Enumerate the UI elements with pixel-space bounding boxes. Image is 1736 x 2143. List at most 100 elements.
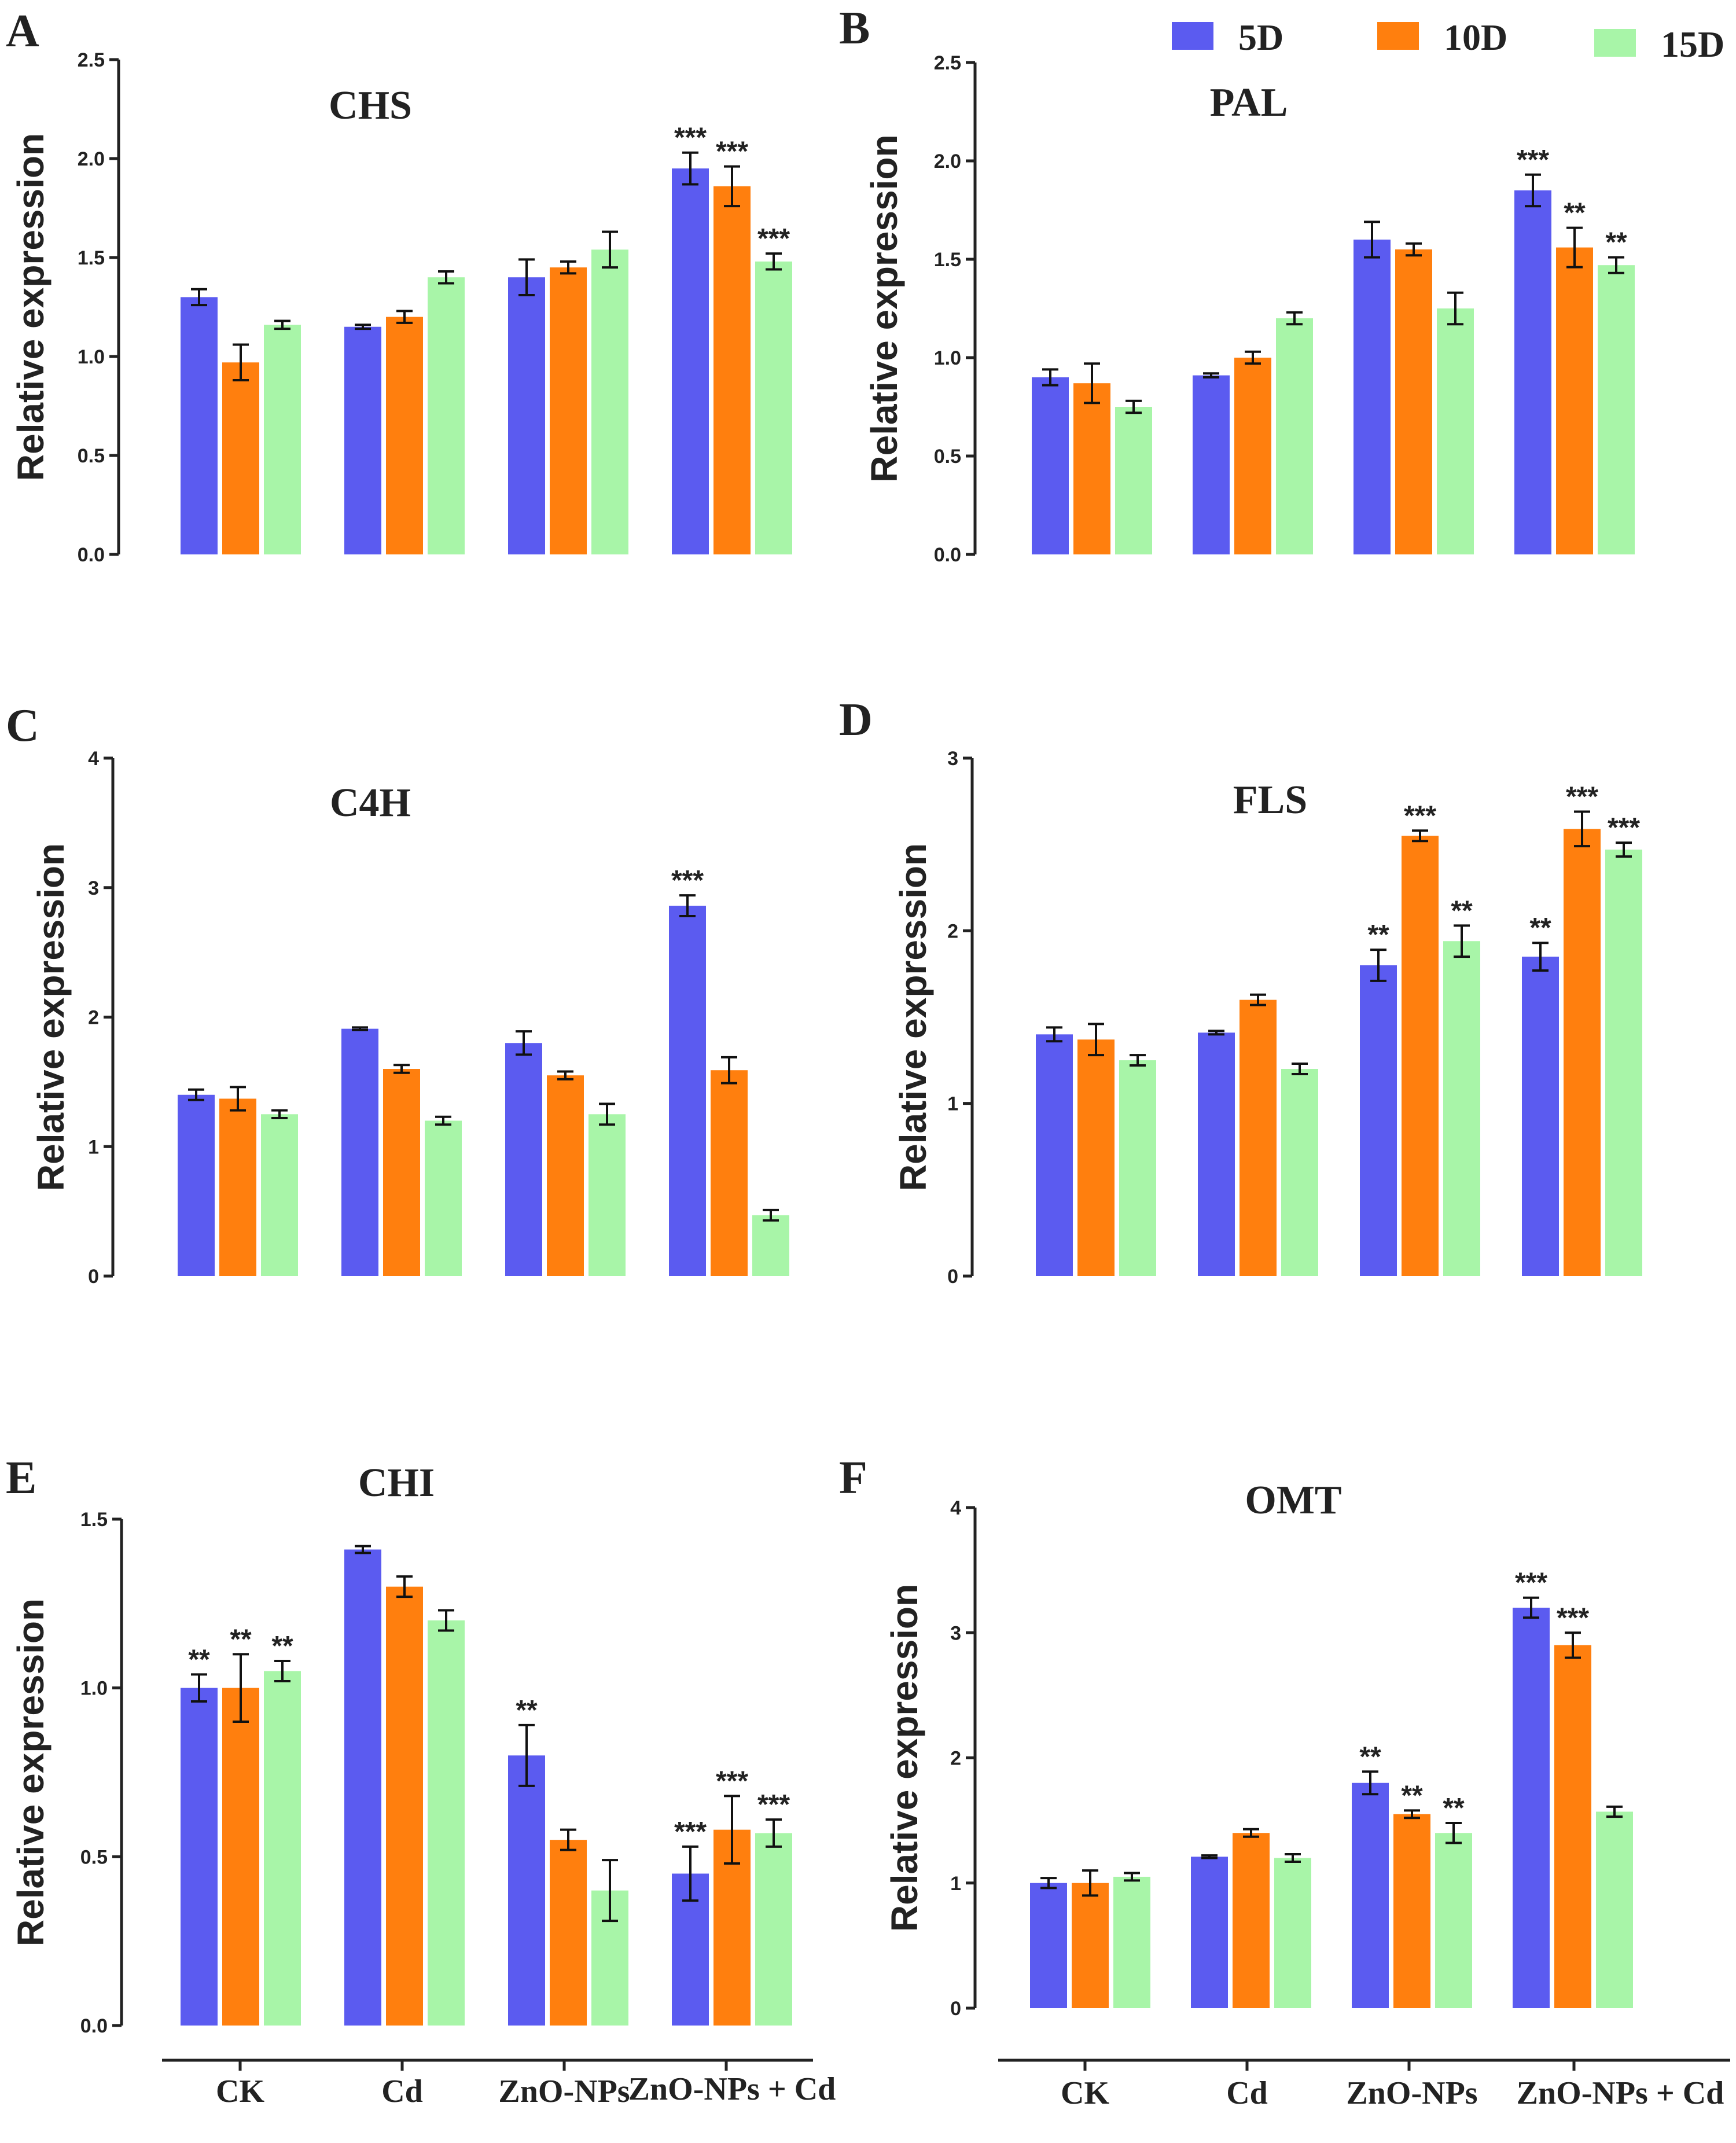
significance-b-3-2: ** bbox=[1605, 227, 1627, 258]
y-tick-label-f-0: 0 bbox=[950, 1998, 961, 2020]
bar-e-1-1 bbox=[386, 1586, 423, 2026]
error-bar-a-2-0 bbox=[518, 258, 535, 296]
error-bar-d-0-0 bbox=[1046, 1026, 1062, 1043]
bar-d-2-0 bbox=[1360, 965, 1397, 1276]
significance-c-3-0: *** bbox=[671, 865, 704, 896]
error-bar-b-2-2 bbox=[1447, 291, 1463, 326]
legend-swatch-15d bbox=[1594, 29, 1636, 57]
significance-f-2-1: ** bbox=[1401, 1780, 1423, 1811]
bar-a-1-2 bbox=[428, 277, 465, 554]
panel-letter-c: C bbox=[6, 700, 39, 751]
error-bar-b-0-2 bbox=[1126, 399, 1142, 414]
bar-b-0-1 bbox=[1073, 383, 1110, 554]
error-bar-b-0-0 bbox=[1042, 368, 1058, 387]
y-axis-label-e: Relative expression bbox=[10, 1598, 52, 1946]
bar-b-0-0 bbox=[1032, 377, 1069, 554]
error-bar-f-2-1 bbox=[1404, 1809, 1420, 1819]
bar-e-1-0 bbox=[344, 1549, 381, 2026]
bar-d-1-0 bbox=[1198, 1032, 1235, 1276]
error-bar-e-0-0 bbox=[191, 1673, 207, 1703]
y-axis-label-c: Relative expression bbox=[30, 843, 72, 1191]
significance-f-2-2: ** bbox=[1443, 1793, 1465, 1824]
y-tick-label-c-2: 2 bbox=[88, 1007, 99, 1029]
error-bar-a-3-2 bbox=[766, 252, 782, 271]
category-cd-right: Cd bbox=[1226, 2075, 1268, 2111]
significance-d-3-1: *** bbox=[1566, 781, 1598, 812]
error-bar-d-0-1 bbox=[1088, 1023, 1104, 1057]
bar-c-3-1 bbox=[711, 1070, 748, 1276]
chart-panel-b: B PAL Relative expression 0.0 0.5 1.0 1.5 2.0 2.… bbox=[839, 3, 1635, 566]
legend-label-10d: 10D bbox=[1444, 17, 1507, 58]
chart-title-f: OMT bbox=[1245, 1478, 1341, 1523]
error-bar-a-1-2 bbox=[438, 270, 454, 285]
significance-b-3-0: *** bbox=[1517, 145, 1549, 175]
bar-d-0-2 bbox=[1119, 1060, 1156, 1276]
significance-e-3-1: *** bbox=[716, 1766, 748, 1796]
bar-c-0-0 bbox=[178, 1094, 215, 1276]
bar-e-0-1 bbox=[222, 1688, 259, 2026]
bar-b-3-0 bbox=[1514, 190, 1551, 554]
y-tick-label-d-1: 1 bbox=[947, 1093, 958, 1115]
bar-f-2-0 bbox=[1352, 1782, 1389, 2008]
y-tick-label-d-0: 0 bbox=[947, 1266, 958, 1288]
y-tick-label-c-4: 4 bbox=[88, 748, 99, 770]
error-bar-b-2-0 bbox=[1364, 220, 1380, 259]
bar-f-1-0 bbox=[1191, 1857, 1228, 2008]
bar-f-1-2 bbox=[1274, 1858, 1311, 2008]
significance-d-2-0: ** bbox=[1367, 920, 1389, 950]
bar-a-0-2 bbox=[264, 325, 301, 554]
panel-letter-e: E bbox=[6, 1453, 36, 1504]
error-bar-c-1-2 bbox=[435, 1115, 451, 1126]
error-bar-d-3-1 bbox=[1574, 810, 1590, 848]
bar-a-1-0 bbox=[344, 326, 381, 554]
y-tick-label-a-2: 1.0 bbox=[78, 346, 105, 368]
y-tick-label-c-0: 0 bbox=[88, 1266, 99, 1288]
panel-letter-f: F bbox=[839, 1453, 867, 1504]
error-bar-f-2-0 bbox=[1362, 1770, 1378, 1796]
error-bar-f-0-0 bbox=[1040, 1877, 1057, 1890]
y-tick-label-e-2: 1.0 bbox=[80, 1678, 108, 1700]
error-bar-e-1-0 bbox=[355, 1545, 371, 1554]
legend-label-5d: 5D bbox=[1238, 17, 1283, 58]
bar-c-1-2 bbox=[425, 1120, 462, 1276]
bar-d-3-0 bbox=[1522, 957, 1559, 1276]
significance-d-3-2: *** bbox=[1608, 813, 1640, 843]
bar-b-3-2 bbox=[1598, 265, 1635, 554]
error-bar-c-2-1 bbox=[557, 1070, 573, 1080]
category-ck-left: CK bbox=[216, 2074, 264, 2109]
bar-b-2-1 bbox=[1395, 249, 1432, 554]
y-tick-label-c-3: 3 bbox=[88, 877, 99, 899]
error-bar-f-3-2 bbox=[1606, 1805, 1623, 1818]
bar-a-3-0 bbox=[672, 168, 709, 555]
error-bar-f-0-1 bbox=[1082, 1869, 1098, 1897]
bar-b-2-2 bbox=[1437, 308, 1474, 554]
bar-a-1-1 bbox=[386, 317, 423, 554]
error-bar-f-3-1 bbox=[1565, 1631, 1581, 1659]
error-bar-a-0-1 bbox=[233, 343, 249, 382]
y-axis-label-a: Relative expression bbox=[10, 133, 52, 481]
bar-f-1-1 bbox=[1233, 1833, 1270, 2008]
bar-e-2-1 bbox=[550, 1840, 587, 2026]
error-bar-c-3-0 bbox=[679, 894, 696, 917]
error-bar-b-1-0 bbox=[1203, 372, 1219, 378]
bar-d-3-1 bbox=[1564, 829, 1601, 1276]
bar-d-1-2 bbox=[1281, 1069, 1318, 1276]
error-bar-e-2-1 bbox=[560, 1828, 576, 1851]
bar-e-3-2 bbox=[755, 1833, 792, 2026]
bar-c-2-0 bbox=[505, 1043, 542, 1276]
category-zno-left: ZnO-NPs bbox=[498, 2074, 630, 2109]
error-bar-a-0-0 bbox=[191, 288, 207, 307]
error-bar-d-1-0 bbox=[1208, 1030, 1224, 1036]
error-bar-b-1-1 bbox=[1245, 350, 1261, 365]
bar-e-1-2 bbox=[428, 1620, 465, 2026]
bar-c-3-0 bbox=[669, 906, 706, 1276]
chart-title-e: CHI bbox=[358, 1461, 435, 1505]
error-bar-c-0-2 bbox=[271, 1109, 288, 1120]
error-bar-f-3-0 bbox=[1523, 1596, 1539, 1619]
bar-a-0-1 bbox=[222, 362, 259, 554]
y-tick-label-b-1: 0.5 bbox=[934, 446, 961, 468]
error-bar-d-3-2 bbox=[1616, 841, 1632, 858]
bar-c-0-2 bbox=[261, 1114, 298, 1276]
bar-a-2-0 bbox=[508, 277, 545, 554]
